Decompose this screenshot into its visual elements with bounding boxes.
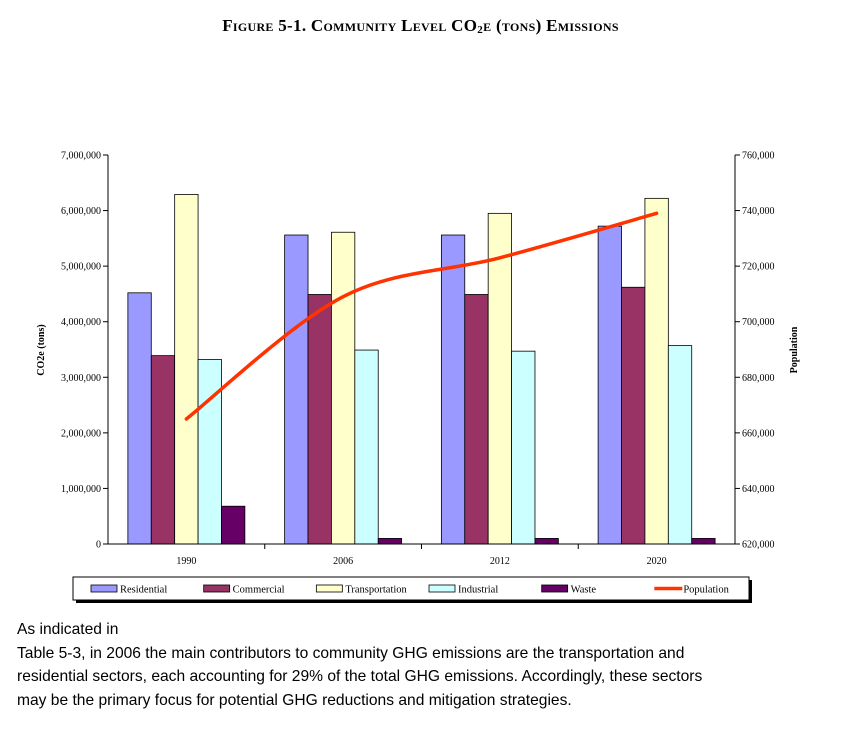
figure-title: Figure 5-1. Community Level CO2e (tons) …: [0, 16, 841, 36]
legend-swatch: [315, 584, 343, 593]
bar-waste: [691, 538, 716, 545]
y-tick-label: 5,000,000: [61, 262, 101, 273]
legend-label: Commercial: [233, 584, 285, 595]
paragraph-line: As indicated in: [17, 621, 119, 638]
legend-label: Industrial: [458, 584, 498, 595]
legend-label: Population: [683, 584, 729, 595]
bar-transportation: [487, 212, 512, 545]
y-tick-label: 1,000,000: [61, 484, 101, 495]
y2-tick-label: 660,000: [742, 428, 775, 439]
bar-residential: [127, 292, 152, 545]
paragraph-line: may be the primary focus for potential G…: [17, 691, 572, 709]
emissions-chart: 0 1,000,000 2,000,000 3,000,000 4,000,000 5,0…: [36, 151, 800, 603]
y2-tick-label: 620,000: [742, 540, 775, 551]
y2-tick-label: 740,000: [742, 206, 775, 217]
y-tick-label: 3,000,000: [61, 373, 101, 384]
x-tick-label: 2012: [490, 556, 510, 567]
figure-title-subscript: 2: [477, 24, 484, 36]
y-tick-label: 7,000,000: [61, 151, 101, 162]
bar-waste: [534, 538, 559, 545]
y-tick-label: 6,000,000: [61, 206, 101, 217]
bar-industrial: [511, 350, 536, 545]
population-line: [184, 211, 659, 421]
legend-swatch: [203, 584, 231, 593]
bar-residential: [284, 234, 309, 545]
y2-axis-title: Population: [789, 326, 800, 373]
figure-title-suffix: e (tons) Emissions: [483, 16, 619, 35]
bar-commercial: [464, 294, 489, 545]
y2-tick-label: 640,000: [742, 484, 775, 495]
y-tick-label: 2,000,000: [61, 428, 101, 439]
bar-waste: [221, 505, 246, 545]
legend: Residential Commercial Transportation Indus…: [72, 576, 752, 603]
axes: 0 1,000,000 2,000,000 3,000,000 4,000,000 5,0…: [61, 151, 775, 568]
bar-industrial: [354, 349, 379, 545]
bar-waste: [377, 538, 403, 545]
paragraph-line: Table 5-3, in 2006 the main contributors…: [17, 644, 685, 662]
legend-label: Residential: [120, 584, 167, 595]
y-tick-label: 4,000,000: [61, 317, 101, 328]
bar-transportation: [331, 231, 356, 545]
bar-commercial: [621, 286, 646, 545]
y2-tick-label: 720,000: [742, 262, 775, 273]
bar-industrial: [197, 359, 222, 545]
bar-transportation: [174, 194, 199, 545]
x-tick-label: 2006: [333, 556, 353, 567]
bar-commercial: [307, 294, 332, 545]
bar-residential: [597, 225, 622, 545]
y-tick-label: 0: [96, 540, 101, 551]
bar-industrial: [667, 345, 693, 545]
y2-tick-label: 680,000: [742, 373, 775, 384]
legend-box: [72, 576, 750, 601]
body-paragraph: As indicated in Table 5-3, in 2006 the m…: [17, 618, 817, 712]
y-axis-title: CO2e (tons): [36, 324, 47, 375]
bar-commercial: [150, 355, 176, 545]
legend-label: Transportation: [345, 584, 407, 595]
paragraph-line: residential sectors, each accounting for…: [17, 668, 703, 686]
legend-swatch: [541, 584, 569, 593]
legend-label: Waste: [571, 584, 597, 595]
population-line-group: [184, 211, 659, 421]
bars: [127, 194, 716, 545]
figure-title-main: Figure 5-1. Community Level CO: [222, 16, 478, 35]
bar-residential: [440, 234, 466, 545]
x-tick-label: 2020: [647, 556, 667, 567]
bar-transportation: [644, 197, 669, 545]
legend-swatch: [428, 584, 456, 593]
legend-swatch: [90, 584, 118, 593]
y2-tick-label: 760,000: [742, 151, 775, 162]
y2-tick-label: 700,000: [742, 317, 775, 328]
x-tick-label: 1990: [176, 556, 196, 567]
